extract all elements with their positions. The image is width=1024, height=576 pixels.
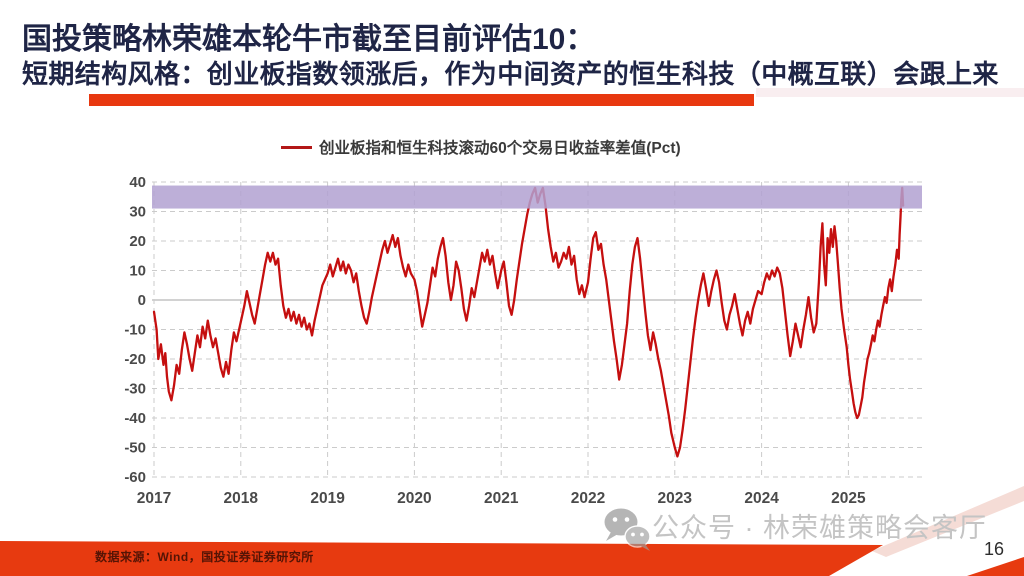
y-tick-label: 40 [129, 174, 146, 191]
x-tick-label: 2022 [571, 490, 605, 507]
x-tick-label: 2020 [397, 490, 431, 507]
page-subtitle: 短期结构风格：创业板指数领涨后，作为中间资产的恒生科技（中概互联）会跟上来 [22, 59, 999, 89]
legend-label: 创业板指和恒生科技滚动60个交易日收益率差值(Pct) [319, 140, 681, 157]
x-tick-label: 2017 [137, 490, 171, 507]
y-tick-label: 20 [129, 233, 146, 250]
chart-legend: 创业板指和恒生科技滚动60个交易日收益率差值(Pct) [281, 136, 681, 158]
y-tick-label: 10 [129, 263, 146, 280]
x-tick-label: 2018 [224, 490, 259, 507]
y-tick-label: -10 [124, 322, 146, 339]
y-tick-label: 0 [138, 292, 146, 309]
y-tick-label: -50 [124, 440, 146, 457]
highlight-band [152, 185, 922, 209]
x-tick-label: 2024 [744, 490, 779, 507]
page-title: 国投策略林荣雄本轮牛市截至目前评估10： [22, 23, 596, 56]
data-source-text: 数据来源：Wind，国投证券证券研究所 [95, 550, 314, 564]
y-tick-label: -30 [124, 381, 146, 398]
x-tick-label: 2025 [831, 490, 866, 507]
y-tick-label: 30 [129, 204, 146, 221]
footer-red-band: 数据来源：Wind，国投证券证券研究所 [0, 541, 883, 576]
legend-line-swatch [281, 145, 312, 149]
title-underline-stripe [756, 88, 1024, 97]
x-tick-label: 2023 [658, 490, 693, 507]
title-underline-bar [89, 94, 754, 106]
wechat-icon [604, 508, 651, 551]
data-line [152, 186, 905, 458]
x-tick-label: 2019 [310, 490, 345, 507]
y-tick-label: -20 [124, 351, 146, 368]
y-tick-label: -40 [124, 410, 146, 427]
page-number: 16 [984, 539, 1005, 559]
y-tick-label: -60 [124, 469, 146, 486]
x-tick-label: 2021 [484, 490, 519, 507]
watermark-text: 公众号 · 林荣雄策略会客厅 [652, 513, 987, 543]
